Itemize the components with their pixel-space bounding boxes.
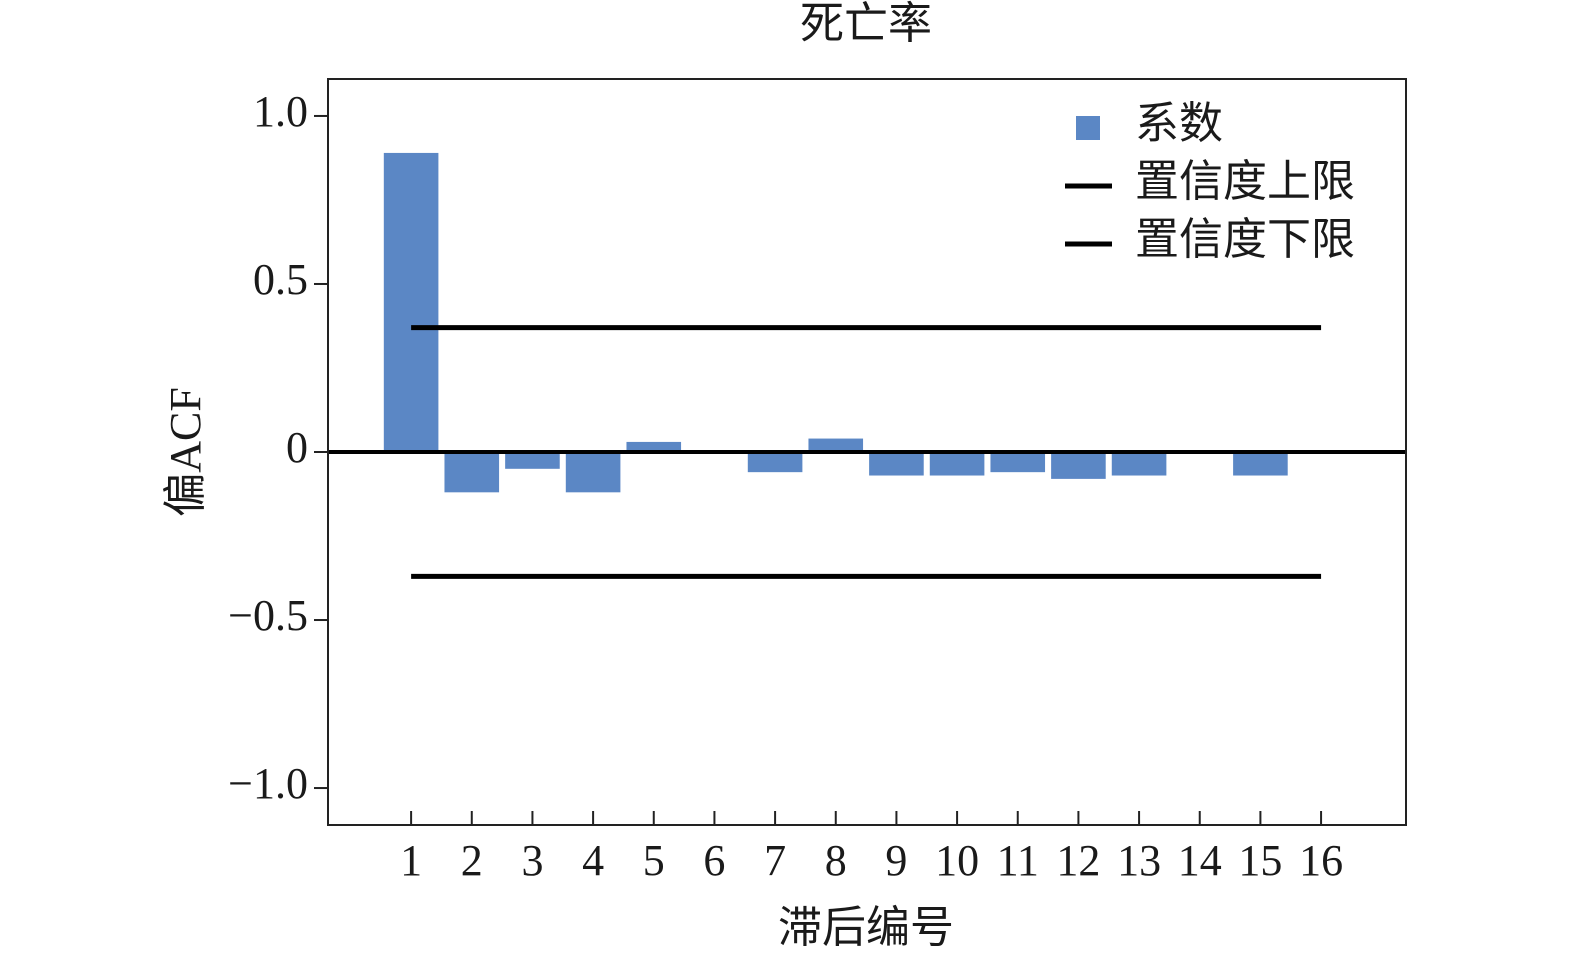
x-tick-label: 9 bbox=[885, 836, 907, 885]
bar bbox=[747, 452, 803, 473]
y-axis-label: 偏ACF bbox=[161, 387, 210, 517]
x-tick-label: 16 bbox=[1299, 836, 1343, 885]
x-tick-label: 11 bbox=[997, 836, 1039, 885]
x-tick-label: 15 bbox=[1238, 836, 1282, 885]
bar bbox=[626, 441, 682, 452]
y-tick-label: 0 bbox=[286, 423, 308, 472]
y-tick-label: −1.0 bbox=[228, 759, 308, 808]
bar bbox=[444, 452, 500, 493]
x-tick-label: 1 bbox=[400, 836, 422, 885]
x-tick-label: 5 bbox=[643, 836, 665, 885]
y-tick-label: 0.5 bbox=[253, 255, 308, 304]
y-tick-label: 1.0 bbox=[253, 87, 308, 136]
bar bbox=[1051, 452, 1106, 479]
bar bbox=[383, 152, 439, 453]
bar bbox=[1111, 452, 1167, 476]
x-tick-label: 4 bbox=[582, 836, 604, 885]
y-tick-label: −0.5 bbox=[228, 591, 308, 640]
bar bbox=[565, 452, 621, 493]
chart-title: 死亡率 bbox=[800, 0, 932, 48]
legend-label: 系数 bbox=[1135, 99, 1223, 148]
x-tick-label: 14 bbox=[1178, 836, 1222, 885]
plot-frame bbox=[327, 78, 1407, 826]
x-tick-label: 2 bbox=[461, 836, 483, 885]
legend-label: 置信度下限 bbox=[1135, 215, 1355, 264]
x-tick-label: 3 bbox=[521, 836, 543, 885]
bar bbox=[505, 452, 560, 469]
x-tick-label: 13 bbox=[1117, 836, 1161, 885]
bar bbox=[869, 452, 924, 476]
x-axis-label: 滞后编号 bbox=[778, 903, 954, 952]
x-tick-label: 8 bbox=[825, 836, 847, 885]
bar bbox=[1233, 452, 1288, 476]
x-tick-label: 12 bbox=[1056, 836, 1100, 885]
x-tick-label: 6 bbox=[703, 836, 725, 885]
x-tick-label: 7 bbox=[764, 836, 786, 885]
bar bbox=[808, 438, 864, 452]
x-tick-label: 10 bbox=[935, 836, 979, 885]
bar bbox=[929, 452, 985, 476]
legend-marker bbox=[1076, 116, 1100, 140]
bar bbox=[990, 452, 1046, 473]
legend-label: 置信度上限 bbox=[1135, 157, 1355, 206]
